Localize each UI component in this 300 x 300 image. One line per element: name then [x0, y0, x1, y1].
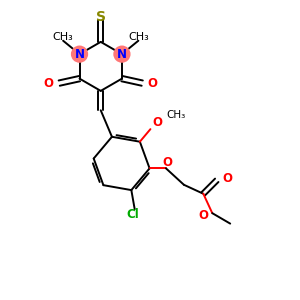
Text: N: N — [74, 48, 85, 61]
Text: O: O — [222, 172, 232, 185]
Text: N: N — [117, 48, 127, 61]
Text: S: S — [96, 11, 106, 24]
Text: CH₃: CH₃ — [128, 32, 149, 42]
Text: O: O — [44, 76, 54, 90]
Text: O: O — [148, 76, 158, 90]
Text: O: O — [152, 116, 162, 129]
Text: CH₃: CH₃ — [166, 110, 185, 120]
Text: O: O — [163, 157, 172, 169]
Text: CH₃: CH₃ — [53, 32, 74, 42]
Text: O: O — [199, 209, 209, 222]
Text: Cl: Cl — [127, 208, 140, 221]
